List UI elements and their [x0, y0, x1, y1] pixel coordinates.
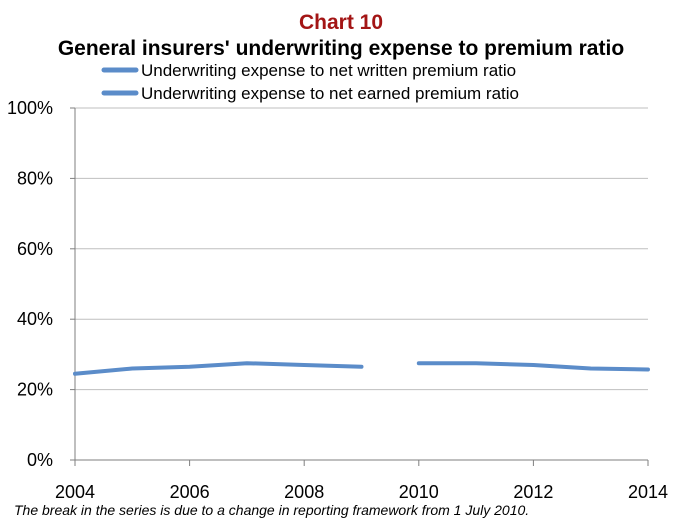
axes	[70, 107, 649, 466]
y-axis-ticks: 0% 20% 40% 60% 80% 100%	[7, 98, 53, 470]
y-tick-label: 60%	[17, 239, 53, 259]
chart-subtitle: General insurers' underwriting expense t…	[58, 37, 624, 60]
series-lines	[73, 361, 650, 376]
gridlines	[75, 107, 648, 391]
x-axis-ticks: 2004 2006 2008 2010 2012 2014	[55, 482, 668, 502]
legend: Underwriting expense to net written prem…	[101, 61, 519, 103]
series-line	[416, 361, 650, 372]
y-tick-label: 0%	[27, 450, 53, 470]
x-tick-label: 2006	[170, 482, 210, 502]
x-tick-label: 2004	[55, 482, 95, 502]
x-tick-label: 2014	[628, 482, 668, 502]
legend-label: Underwriting expense to net written prem…	[141, 61, 516, 80]
chart-title: Chart 10	[299, 11, 383, 34]
y-tick-label: 40%	[17, 309, 53, 329]
x-tick-label: 2010	[399, 482, 439, 502]
y-tick-label: 100%	[7, 98, 53, 118]
x-tick-label: 2008	[284, 482, 324, 502]
y-tick-label: 20%	[17, 380, 53, 400]
x-tick-label: 2012	[513, 482, 553, 502]
y-tick-label: 80%	[17, 168, 53, 188]
chart-footnote: The break in the series is due to a chan…	[14, 502, 529, 518]
series-line	[73, 361, 364, 376]
legend-label: Underwriting expense to net earned premi…	[141, 84, 519, 103]
